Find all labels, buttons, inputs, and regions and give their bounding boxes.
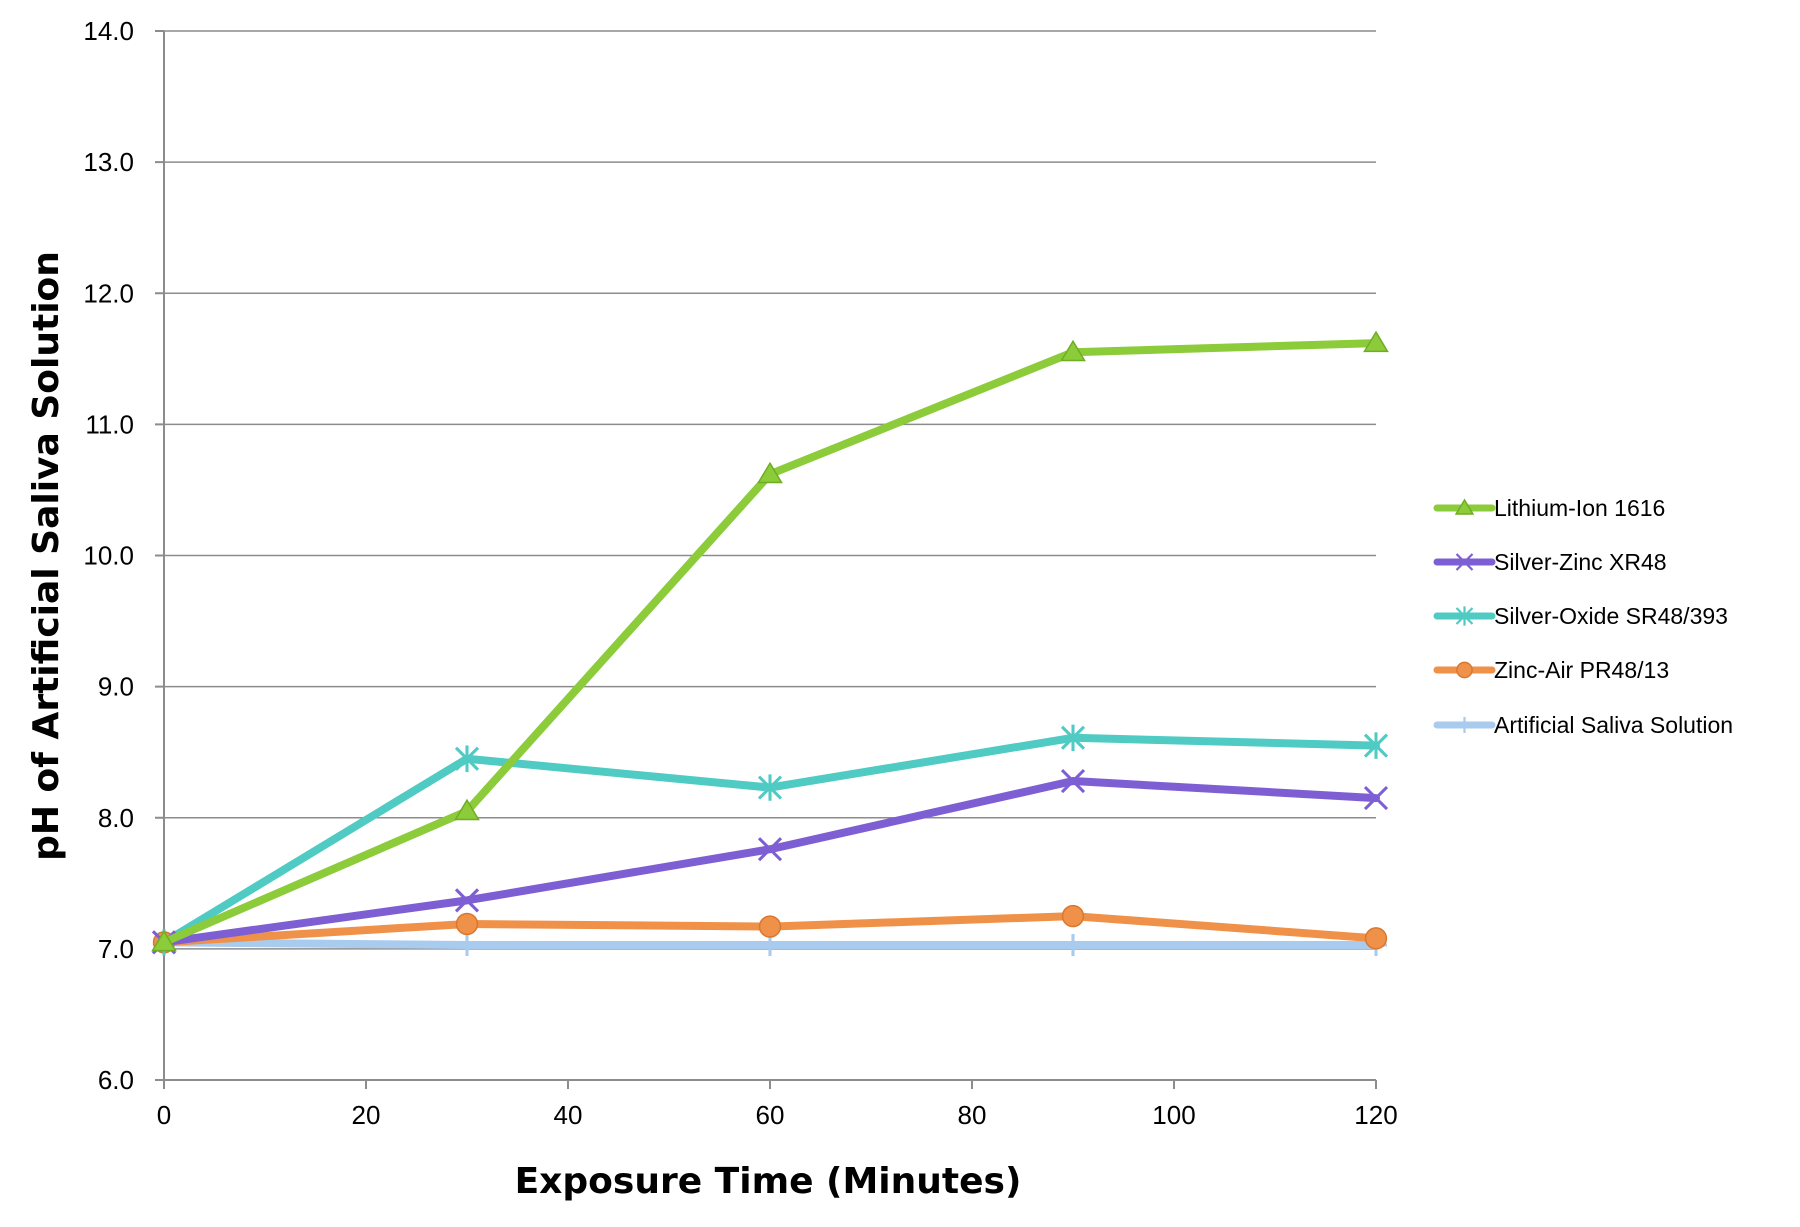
data-point: [1363, 330, 1389, 353]
x-tick-label: 0: [157, 1100, 171, 1130]
x-tick-label: 80: [958, 1100, 987, 1130]
data-point: [454, 745, 480, 772]
x-tick-label: 120: [1354, 1100, 1397, 1130]
data-point: [151, 929, 177, 952]
legend-item: Lithium-Ion 1616: [1433, 495, 1665, 521]
y-tick-label: 6.0: [98, 1065, 134, 1095]
y-tick-label: 9.0: [98, 672, 134, 702]
gridlines: [164, 30, 1376, 950]
legend: Lithium-Ion 1616 Silver-Zinc XR48 Silver-O…: [1433, 495, 1733, 738]
legend-marker: [1454, 498, 1475, 515]
axes: [155, 30, 1377, 1089]
data-point: [1060, 768, 1086, 794]
y-tick-label: 11.0: [85, 409, 134, 439]
legend-marker: [1455, 553, 1474, 571]
data-point: [1363, 732, 1389, 759]
legend-marker: [1456, 717, 1473, 733]
series: [151, 330, 1389, 956]
data-point: [757, 461, 783, 484]
y-tick-label: 14.0: [83, 16, 134, 46]
legend-marker: [1455, 606, 1474, 626]
data-point: [757, 774, 783, 801]
tick-labels: 6.0 7.0 8.0 9.0 10.0 11.0 12.0 13.0 14.0 0 20 40 60 8…: [83, 16, 1397, 1130]
data-point: [1061, 904, 1085, 928]
data-point: [758, 915, 782, 938]
data-point: [455, 912, 479, 936]
y-axis-title: pH of Artificial Saliva Solution: [26, 251, 67, 861]
y-tick-label: 7.0: [98, 934, 134, 964]
legend-label: Lithium-Ion 1616: [1494, 495, 1665, 521]
x-tick-label: 100: [1152, 1100, 1195, 1130]
data-point: [1060, 339, 1086, 362]
legend-item: Zinc-Air PR48/13: [1433, 657, 1669, 683]
legend-label: Artificial Saliva Solution: [1494, 712, 1733, 738]
y-tick-label: 10.0: [83, 541, 134, 571]
data-point: [1062, 933, 1084, 956]
data-point: [454, 798, 480, 821]
legend-item: Silver-Zinc XR48: [1433, 549, 1667, 575]
x-tick-label: 40: [554, 1100, 583, 1130]
legend-label: Zinc-Air PR48/13: [1494, 657, 1669, 683]
legend-item: Silver-Oxide SR48/393: [1433, 603, 1728, 629]
y-tick-label: 13.0: [83, 147, 134, 177]
series-line: [160, 733, 1380, 947]
x-tick-label: 20: [352, 1100, 381, 1130]
legend-item: Artificial Saliva Solution: [1433, 712, 1733, 738]
data-point: [456, 933, 478, 956]
data-point: [1060, 724, 1086, 751]
legend-marker: [1456, 661, 1473, 679]
legend-label: Silver-Zinc XR48: [1494, 549, 1667, 575]
data-point: [1363, 785, 1389, 811]
data-point: [1364, 927, 1388, 950]
data-point: [757, 837, 783, 862]
y-tick-label: 8.0: [98, 803, 134, 833]
series-0: [151, 330, 1389, 952]
x-axis-title: Exposure Time (Minutes): [515, 1161, 1022, 1202]
legend-label: Silver-Oxide SR48/393: [1494, 603, 1728, 629]
x-tick-label: 60: [756, 1100, 785, 1130]
data-point: [454, 888, 480, 913]
y-tick-label: 12.0: [83, 278, 134, 308]
